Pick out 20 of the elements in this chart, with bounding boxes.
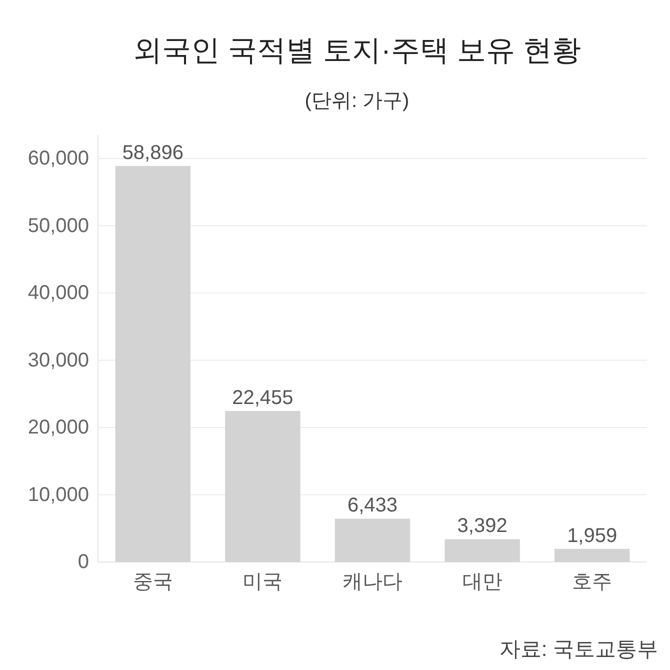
data-label: 3,392 (457, 515, 508, 538)
y-tick-label: 30,000 (28, 349, 89, 372)
x-tick-label: 캐나다 (342, 571, 402, 593)
title: 외국인 국적별 토지·주택 보유 현황 (133, 35, 581, 67)
data-label: 22,455 (232, 387, 294, 409)
x-tick-label: 대만 (462, 571, 502, 593)
data-label: 6,433 (347, 494, 398, 517)
subtitle: (단위: 가구) (304, 90, 410, 112)
data-label: 58,896 (122, 142, 184, 164)
data-label: 1,959 (567, 524, 618, 547)
x-tick-label: 미국 (242, 571, 283, 593)
x-tick-label: 중국 (132, 571, 173, 593)
y-tick-label: 40,000 (28, 282, 89, 304)
y-tick-label: 10,000 (28, 484, 89, 506)
annotation: 자료: 국토교통부 (499, 638, 658, 661)
y-tick-label: 0 (78, 551, 89, 573)
y-tick-label: 20,000 (28, 416, 89, 438)
y-tick-label: 50,000 (28, 214, 89, 237)
y-tick-label: 60,000 (28, 148, 89, 170)
x-tick-label: 호주 (572, 571, 612, 593)
